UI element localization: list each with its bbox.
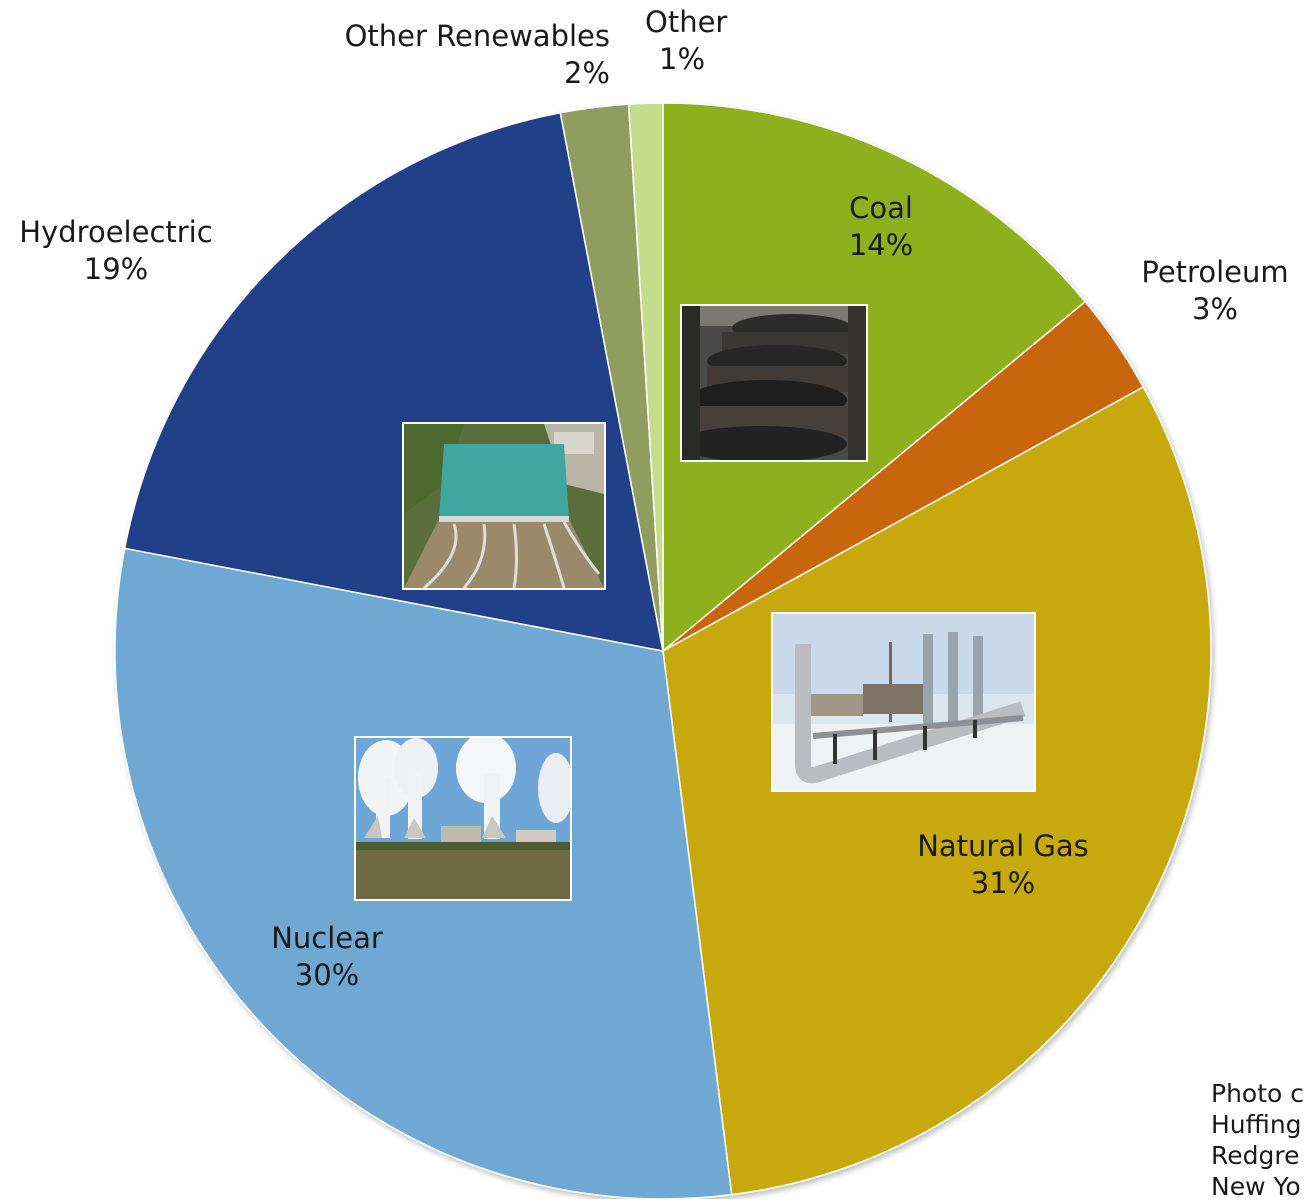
label-nuclear-pct: 30% — [294, 958, 360, 992]
coal-cars-photo — [680, 304, 868, 462]
label-nuclear: Nuclear 30% — [252, 920, 402, 994]
slice-other — [627, 102, 664, 652]
label-coal-name: Coal — [849, 191, 913, 225]
dam-spillway-photo — [402, 422, 606, 590]
label-hydroelectric: Hydroelectric 19% — [6, 214, 226, 288]
label-other: Other 1% — [645, 4, 745, 78]
label-natural-gas-pct: 31% — [970, 866, 1036, 900]
label-coal: Coal 14% — [826, 190, 936, 264]
label-coal-pct: 14% — [848, 228, 914, 262]
label-other-name: Other — [645, 5, 728, 39]
credit-line-3: Redgre — [1211, 1141, 1300, 1170]
gas-plant-photo — [771, 612, 1036, 792]
credit-line-2: Huffing — [1211, 1110, 1302, 1139]
pie-slices — [114, 102, 1212, 1199]
photo-credit: Photo c Huffing Redgre New Yo — [1211, 1078, 1304, 1202]
label-other-renewables-name: Other Renewables — [344, 19, 610, 53]
label-petroleum-pct: 3% — [1191, 292, 1238, 326]
credit-line-1: Photo c — [1211, 1079, 1305, 1108]
credit-line-4: New Yo — [1211, 1172, 1301, 1201]
slice-coal — [662, 102, 1087, 653]
label-other-renewables-pct: 2% — [563, 56, 610, 90]
label-natural-gas: Natural Gas 31% — [898, 828, 1108, 902]
label-hydroelectric-pct: 19% — [83, 252, 149, 286]
label-petroleum-name: Petroleum — [1141, 255, 1289, 289]
label-natural-gas-name: Natural Gas — [917, 829, 1089, 863]
label-nuclear-name: Nuclear — [271, 921, 383, 955]
label-other-renewables: Other Renewables 2% — [300, 18, 610, 92]
label-petroleum: Petroleum 3% — [1140, 254, 1290, 328]
label-hydroelectric-name: Hydroelectric — [19, 215, 213, 249]
label-other-pct: 1% — [659, 42, 706, 76]
cooling-towers-photo — [354, 736, 572, 901]
